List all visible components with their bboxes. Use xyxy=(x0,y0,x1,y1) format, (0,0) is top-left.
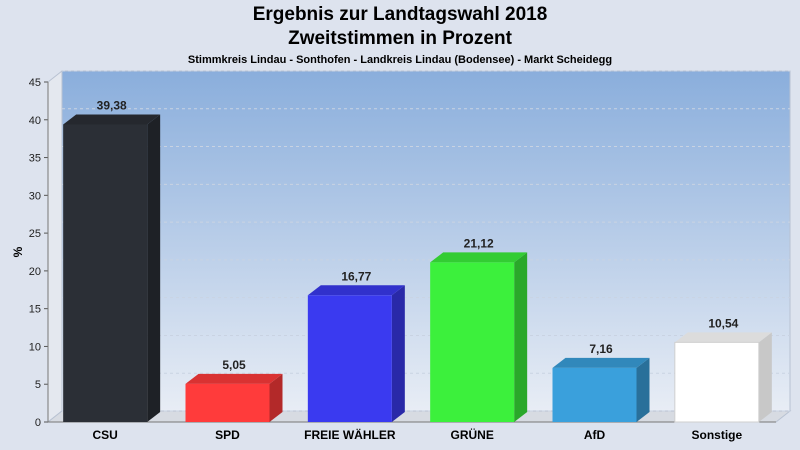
bar-side xyxy=(147,114,161,422)
bar-value-label: 39,38 xyxy=(97,98,127,112)
bar-side xyxy=(758,332,772,422)
x-tick-label: SPD xyxy=(215,428,240,442)
y-tick-label: 15 xyxy=(29,304,41,316)
bar-side xyxy=(269,373,283,422)
bar-value-label: 21,12 xyxy=(464,236,494,250)
plot-side-wall xyxy=(47,69,63,424)
y-tick-label: 20 xyxy=(29,266,41,278)
bar-side xyxy=(514,252,528,422)
bar-value-label: 5,05 xyxy=(222,358,246,372)
bar xyxy=(307,295,392,422)
bar-value-label: 7,16 xyxy=(589,342,613,356)
bar-top xyxy=(552,357,650,368)
y-tick-label: 40 xyxy=(29,115,41,127)
bar-value-label: 10,54 xyxy=(708,316,738,330)
chart-subtitle: Zweitstimmen in Prozent xyxy=(288,28,512,49)
bar-freie-w-hler: 16,77 xyxy=(307,269,405,422)
y-tick-label: 35 xyxy=(29,153,41,165)
bar-top xyxy=(307,285,405,296)
bar-side xyxy=(391,285,405,422)
bar xyxy=(63,124,148,422)
bar-top xyxy=(430,252,528,263)
bar-value-label: 16,77 xyxy=(341,269,371,283)
bar-gr-ne: 21,12 xyxy=(430,236,528,422)
y-tick-label: 5 xyxy=(35,379,41,391)
bar xyxy=(552,367,637,422)
bar-afd: 7,16 xyxy=(552,342,650,422)
x-tick-label: Sonstige xyxy=(691,428,742,442)
y-axis-label: % xyxy=(11,246,25,257)
x-tick-label: FREIE WÄHLER xyxy=(304,427,396,442)
plot-back-wall xyxy=(61,70,791,412)
bar xyxy=(185,383,270,422)
chart-region: Stimmkreis Lindau - Sonthofen - Landkrei… xyxy=(187,54,613,66)
bar-top xyxy=(63,114,161,125)
bar xyxy=(430,262,515,422)
y-tick-label: 0 xyxy=(35,417,41,429)
bar-side xyxy=(636,357,650,422)
bar-top xyxy=(674,332,772,343)
y-tick-label: 25 xyxy=(29,228,41,240)
bar-sonstige: 10,54 xyxy=(674,316,772,423)
x-tick-label: CSU xyxy=(92,428,117,442)
y-tick-label: 10 xyxy=(29,341,41,353)
x-tick-label: AfD xyxy=(584,428,606,442)
y-tick-label: 30 xyxy=(29,190,41,202)
bar-csu: 39,38 xyxy=(63,98,161,422)
bar-spd: 5,05 xyxy=(185,358,283,422)
bar xyxy=(674,341,760,423)
x-tick-label: GRÜNE xyxy=(450,427,493,442)
chart-title: Ergebnis zur Landtagswahl 2018 xyxy=(252,4,548,25)
bar-top xyxy=(185,373,283,384)
y-tick-label: 45 xyxy=(29,77,41,89)
